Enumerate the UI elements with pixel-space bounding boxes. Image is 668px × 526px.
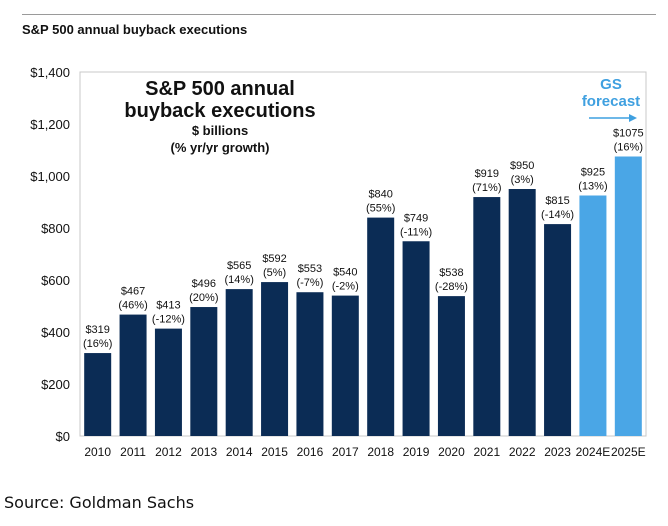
- data-label-growth: (71%): [472, 182, 501, 194]
- data-label-value: $467: [121, 286, 145, 298]
- top-divider: [22, 14, 656, 15]
- data-label-value: $840: [368, 189, 392, 201]
- data-label-growth: (16%): [83, 338, 112, 350]
- bar-2012: [154, 328, 182, 436]
- bar-2022: [508, 189, 536, 436]
- chart-inner-title: S&P 500 annual buyback executions $ bill…: [110, 78, 330, 156]
- x-tick-label: 2015: [261, 445, 288, 459]
- y-tick-label: $600: [41, 273, 70, 288]
- x-tick-label: 2025E: [611, 445, 646, 459]
- x-tick-label: 2012: [155, 445, 182, 459]
- data-label-growth: (-2%): [332, 281, 359, 293]
- data-label-value: $413: [156, 300, 180, 312]
- data-label-value: $925: [581, 167, 605, 179]
- chart-title: S&P 500 annual buyback executions: [124, 78, 316, 122]
- forecast-annotation-line2: forecast: [581, 93, 641, 110]
- forecast-arrow-head: [629, 114, 637, 122]
- data-label-growth: (20%): [189, 292, 218, 304]
- data-label-growth: (46%): [118, 300, 147, 312]
- bar-2011: [119, 314, 147, 436]
- data-label-growth: (13%): [578, 181, 607, 193]
- bar-2017: [331, 295, 359, 436]
- bar-2010: [84, 353, 112, 436]
- y-tick-label: $1,000: [30, 169, 70, 184]
- x-tick-label: 2010: [84, 445, 111, 459]
- bar-2018: [367, 217, 395, 436]
- data-label-value: $815: [545, 195, 569, 207]
- data-label-value: $749: [404, 212, 428, 224]
- y-tick-label: $800: [41, 221, 70, 236]
- y-tick-label: $1,400: [30, 65, 70, 80]
- bar-2016: [296, 292, 324, 436]
- page-title: S&P 500 annual buyback executions: [22, 22, 248, 37]
- data-label-value: $553: [298, 263, 322, 275]
- bar-2025E: [614, 156, 642, 436]
- data-label-value: $919: [475, 168, 499, 180]
- data-label-growth: (55%): [366, 203, 395, 215]
- chart-subtitle-units: $ billions: [191, 123, 249, 138]
- data-label-value: $496: [192, 278, 216, 290]
- forecast-annotation: GS forecast: [574, 76, 648, 110]
- data-label-value: $950: [510, 160, 534, 172]
- data-label-growth: (-28%): [435, 281, 468, 293]
- chart-subtitle-growth: (% yr/yr growth): [170, 140, 270, 155]
- x-tick-label: 2014: [226, 445, 253, 459]
- x-tick-label: 2013: [190, 445, 217, 459]
- bar-2020: [437, 296, 465, 436]
- bar-2013: [190, 307, 218, 436]
- data-label-growth: (-14%): [541, 209, 574, 221]
- forecast-annotation-line1: GS: [600, 76, 622, 93]
- plot-frame: [79, 71, 647, 437]
- x-tick-label: 2011: [120, 445, 146, 459]
- data-label-value: $538: [439, 267, 463, 279]
- y-tick-label: $200: [41, 377, 70, 392]
- data-label-growth: (-12%): [152, 314, 185, 326]
- x-tick-label: 2019: [403, 445, 430, 459]
- x-tick-label: 2020: [438, 445, 465, 459]
- y-tick-label: $0: [56, 429, 70, 444]
- data-label-growth: (3%): [511, 174, 534, 186]
- data-label-growth: (14%): [225, 274, 254, 286]
- x-tick-label: 2021: [473, 445, 500, 459]
- x-tick-label: 2017: [332, 445, 359, 459]
- data-label-value: $1075: [613, 128, 644, 140]
- source-note: Source: Goldman Sachs: [4, 493, 195, 512]
- y-tick-label: $400: [41, 325, 70, 340]
- bar-2019: [402, 241, 430, 436]
- data-label-growth: (-7%): [296, 277, 323, 289]
- data-label-value: $592: [262, 253, 286, 265]
- bar-2014: [225, 289, 253, 436]
- data-label-growth: (-11%): [400, 226, 432, 238]
- x-tick-label: 2022: [509, 445, 536, 459]
- data-label-value: $565: [227, 260, 251, 272]
- bar-2021: [473, 197, 501, 436]
- x-tick-label: 2023: [544, 445, 571, 459]
- x-tick-label: 2024E: [576, 445, 611, 459]
- bar-2023: [544, 224, 572, 436]
- x-tick-label: 2016: [297, 445, 324, 459]
- data-label-growth: (5%): [263, 267, 286, 279]
- data-label-growth: (16%): [614, 142, 643, 154]
- y-tick-label: $1,200: [30, 117, 70, 132]
- data-label-value: $319: [85, 324, 109, 336]
- bar-2024E: [579, 195, 607, 436]
- x-tick-label: 2018: [367, 445, 394, 459]
- data-label-value: $540: [333, 267, 357, 279]
- bar-2015: [261, 282, 289, 436]
